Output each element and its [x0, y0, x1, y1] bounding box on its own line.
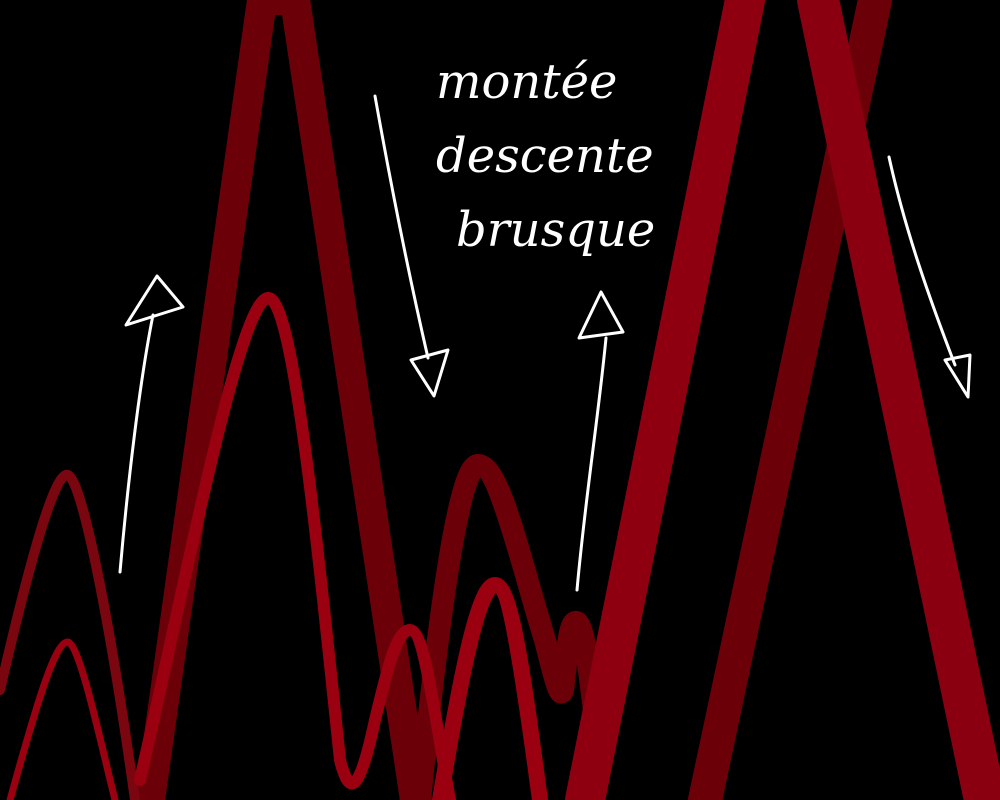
arrow-down-center — [373, 94, 450, 398]
arrow-up-center — [575, 290, 625, 592]
arrow-up-left — [118, 274, 185, 574]
wave-bright-left-peak — [6, 638, 119, 800]
wave-dark-left-peak — [0, 469, 140, 800]
arrow-down-right — [887, 155, 972, 399]
wave-dark-middle-hump — [409, 454, 611, 800]
wave-bright-middle-peak — [432, 577, 548, 800]
wave-bright-rise — [565, 0, 765, 800]
wave-bright-fall — [797, 0, 1000, 800]
annotation-descente: descente — [436, 128, 654, 184]
wave-dark-large — [135, 0, 430, 800]
annotation-montee: montée — [436, 54, 617, 110]
wave-bright-main — [134, 292, 456, 800]
annotation-brusque: brusque — [456, 202, 655, 258]
